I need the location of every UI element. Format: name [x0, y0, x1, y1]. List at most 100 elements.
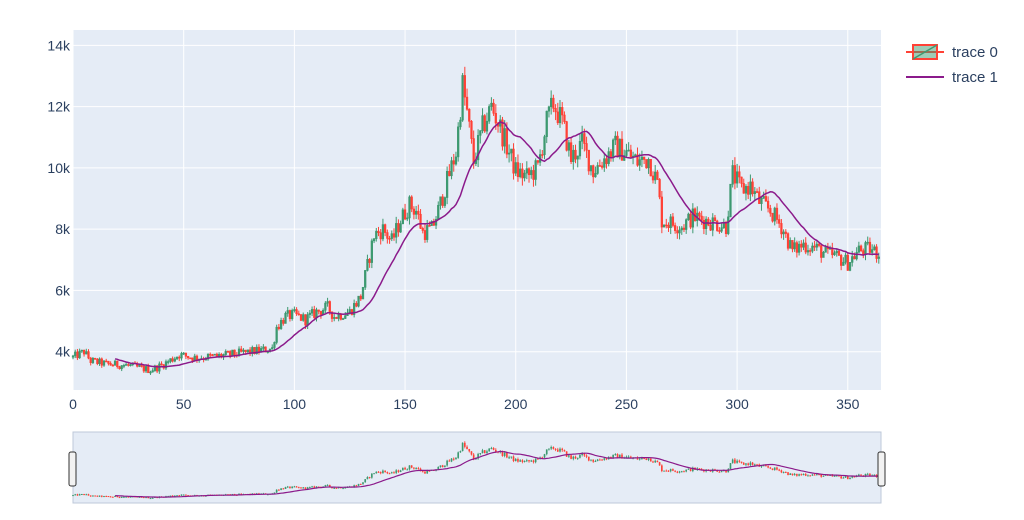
- candle: [282, 317, 285, 326]
- candle: [127, 363, 130, 367]
- legend[interactable]: trace 0 trace 1: [906, 44, 998, 86]
- mini-candle: [678, 470, 681, 474]
- mini-candle: [98, 495, 101, 497]
- candle: [685, 218, 688, 234]
- candle: [87, 349, 90, 360]
- mini-candle: [813, 473, 816, 476]
- candle: [738, 165, 741, 184]
- candle: [789, 237, 792, 249]
- candle: [275, 324, 278, 345]
- candle: [687, 212, 690, 221]
- mini-candle: [278, 489, 280, 491]
- mini-candle: [550, 445, 552, 451]
- candle: [182, 352, 185, 356]
- candle: [357, 295, 360, 308]
- mini-candle: [658, 461, 661, 466]
- candle: [151, 368, 154, 373]
- mini-candle: [596, 458, 599, 462]
- y-gridlines: [73, 44, 881, 353]
- mini-candle: [780, 469, 783, 474]
- range-slider-right-handle[interactable]: [877, 451, 886, 487]
- mini-candle: [72, 494, 74, 497]
- candle: [585, 136, 588, 158]
- mini-candle: [149, 497, 152, 500]
- mini-candle: [359, 483, 362, 485]
- candle: [859, 244, 863, 253]
- mini-candle: [470, 451, 473, 456]
- x-gridlines: [72, 30, 849, 390]
- candle: [441, 194, 444, 209]
- candle: [510, 148, 513, 162]
- candle: [678, 226, 681, 240]
- mini-candle: [455, 456, 457, 460]
- candle: [419, 209, 422, 230]
- mini-candle: [652, 460, 654, 463]
- mini-candle: [240, 493, 243, 495]
- candle: [747, 181, 750, 200]
- candle: [753, 187, 756, 202]
- mini-candle: [756, 463, 758, 466]
- candle: [324, 301, 327, 314]
- candle: [439, 196, 442, 210]
- candle: [702, 216, 706, 235]
- candle: [784, 229, 787, 238]
- candle: [802, 239, 805, 251]
- candle: [353, 299, 356, 318]
- candle: [149, 370, 152, 375]
- candle: [643, 156, 646, 165]
- candle: [532, 164, 535, 187]
- candle: [691, 203, 694, 234]
- candle: [844, 252, 847, 265]
- candle: [627, 142, 630, 152]
- mini-candle: [284, 486, 287, 490]
- candle: [144, 364, 148, 373]
- candle: [100, 357, 103, 368]
- candle: [797, 240, 801, 256]
- legend-item-trace-0[interactable]: trace 0: [906, 44, 998, 61]
- candle: [408, 195, 411, 225]
- range-slider-left-handle[interactable]: [68, 451, 77, 487]
- mini-candle: [860, 474, 862, 476]
- candle: [277, 323, 281, 331]
- main-plot-area[interactable]: [71, 30, 881, 390]
- candle: [370, 238, 373, 269]
- mini-candle: [800, 473, 803, 476]
- candle: [189, 357, 192, 360]
- candle: [111, 363, 114, 367]
- range-slider[interactable]: [68, 431, 886, 504]
- mini-candle: [417, 466, 420, 470]
- mini-candle: [185, 494, 187, 496]
- candle: [614, 131, 617, 145]
- mini-candle: [731, 458, 734, 464]
- mini-candle: [576, 457, 579, 460]
- candle: [120, 365, 123, 372]
- candle: [288, 309, 292, 322]
- mini-candle: [437, 466, 440, 470]
- mini-candle: [592, 459, 595, 463]
- mini-candle: [366, 476, 369, 480]
- mini-candle: [479, 453, 482, 456]
- x-tick-label: 350: [836, 396, 860, 412]
- candle: [333, 313, 336, 322]
- mini-candle: [375, 471, 378, 474]
- mini-candle: [718, 471, 721, 473]
- mini-candle: [778, 468, 780, 472]
- candle: [361, 286, 365, 300]
- mini-candle: [275, 489, 278, 493]
- mini-candle: [282, 487, 285, 490]
- candle: [512, 143, 515, 180]
- candle: [178, 355, 181, 362]
- candle: [293, 306, 296, 313]
- legend-item-trace-1[interactable]: trace 1: [906, 69, 998, 86]
- mini-candle: [554, 448, 557, 452]
- mini-candle: [180, 494, 183, 496]
- candle: [454, 151, 458, 166]
- candle: [833, 250, 836, 256]
- mini-candle: [773, 467, 776, 471]
- candle: [295, 307, 298, 316]
- candle: [490, 97, 493, 111]
- mini-candle: [120, 496, 123, 498]
- mini-candle: [736, 459, 738, 464]
- mini-candle: [404, 466, 406, 470]
- mini-candle: [654, 459, 657, 463]
